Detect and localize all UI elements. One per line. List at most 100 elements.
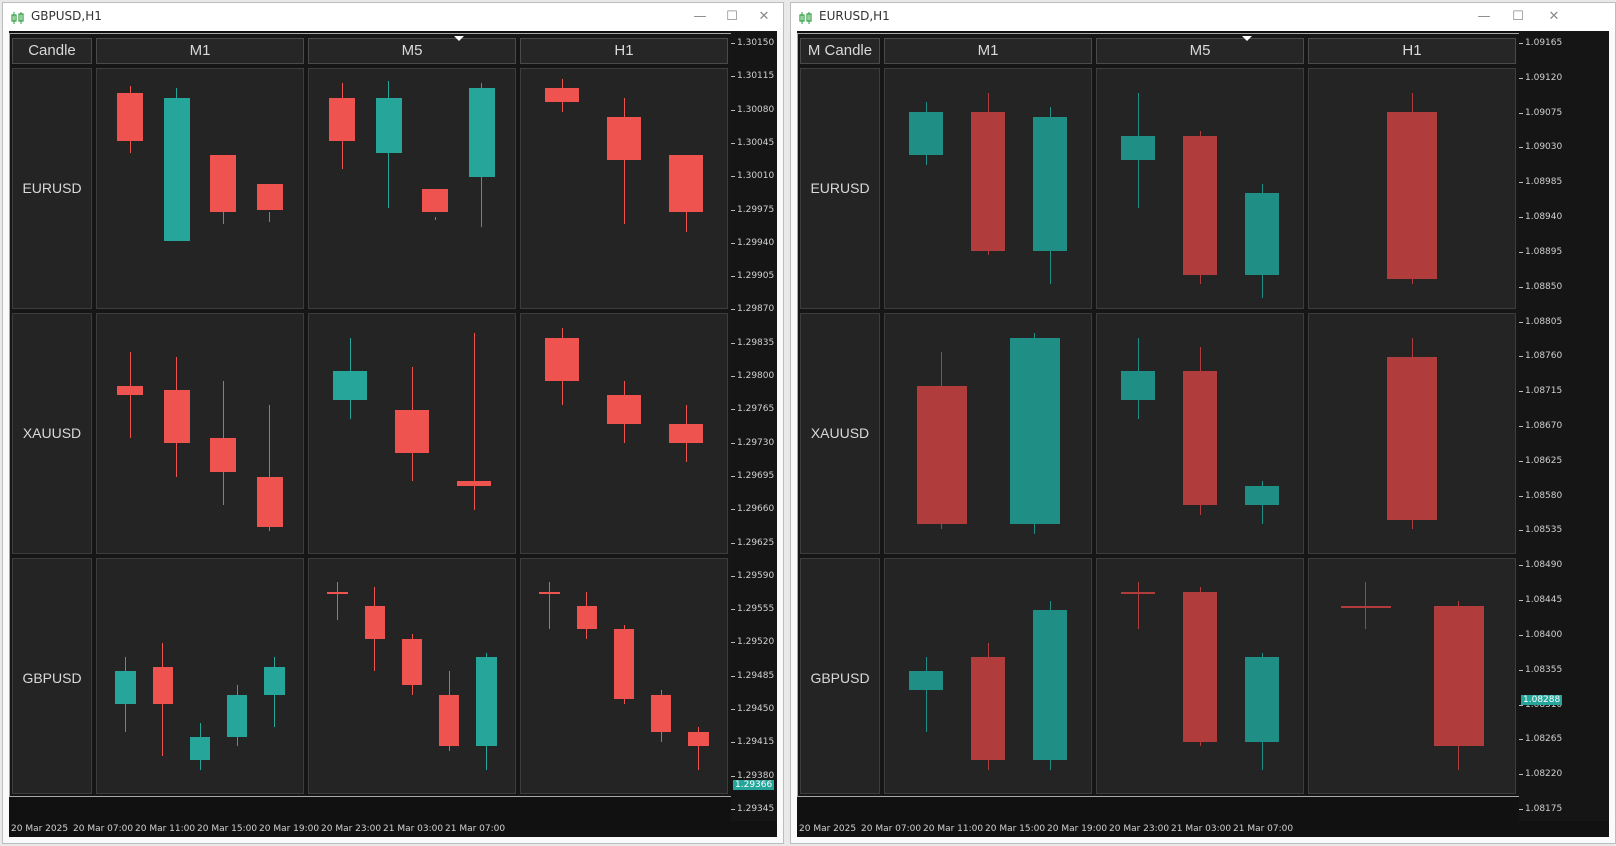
candle-body: [1244, 486, 1280, 506]
candle-wick: [925, 657, 927, 733]
price-tick: [1519, 669, 1523, 671]
grid-cell[interactable]: [1308, 68, 1516, 309]
maximize-icon[interactable]: ☐: [1512, 9, 1524, 24]
candle-body: [364, 605, 386, 639]
grid-cell[interactable]: [520, 68, 728, 309]
price-tick: [731, 675, 735, 677]
price-label: 1.09120: [1525, 72, 1563, 83]
candle-body: [668, 423, 704, 444]
price-label: 1.08625: [1525, 455, 1563, 466]
price-tick: [731, 109, 735, 111]
candle-body: [688, 732, 709, 747]
close-icon[interactable]: ✕: [758, 9, 770, 24]
grid-cell[interactable]: [884, 68, 1092, 309]
candle-body: [115, 671, 136, 705]
price-label: 1.29765: [737, 404, 775, 415]
column-header-h1: H1: [1308, 38, 1516, 64]
candle-body: [210, 155, 237, 213]
price-tick: [1519, 321, 1523, 323]
candle-body: [264, 666, 285, 695]
maximize-icon[interactable]: ☐: [726, 9, 738, 24]
price-label: 1.29520: [737, 637, 775, 648]
price-tick: [1519, 182, 1523, 184]
price-label: 1.08940: [1525, 212, 1563, 223]
current-price-tag: 1.08288: [1521, 695, 1563, 705]
price-label: 1.08400: [1525, 629, 1563, 640]
plot-area[interactable]: M Candle M1 M5 H1 EURUSD XAUUSD GBPUSD: [797, 33, 1521, 797]
grid-cell[interactable]: [520, 558, 728, 794]
grid-cell[interactable]: [520, 313, 728, 554]
grid-cell[interactable]: [1308, 558, 1516, 794]
price-tick: [731, 376, 735, 378]
price-tick: [731, 43, 735, 44]
candle-wick: [337, 582, 339, 620]
grid-cell[interactable]: [308, 313, 516, 554]
row-label-gbpusd: GBPUSD: [22, 670, 82, 686]
window-titlebar[interactable]: EURUSD,H1 — ☐ ✕: [791, 3, 1615, 31]
time-axis[interactable]: 20 Mar 2025 20 Mar 07:00 20 Mar 11:00 20 Ma…: [797, 821, 1519, 837]
price-tick: [1519, 147, 1523, 149]
scroll-marker-icon: [1242, 36, 1252, 41]
candle-body: [1387, 112, 1437, 280]
grid-cell[interactable]: [308, 558, 516, 794]
time-label: 20 Mar 19:00: [259, 824, 320, 834]
grid-cell[interactable]: [96, 313, 304, 554]
candle-body: [1032, 610, 1068, 761]
grid-cell[interactable]: [1096, 558, 1304, 794]
candle-body: [329, 97, 356, 141]
price-label: 1.08445: [1525, 595, 1563, 606]
grid-cell[interactable]: [884, 558, 1092, 794]
minimize-icon[interactable]: —: [1477, 9, 1491, 24]
candle-body: [1244, 657, 1280, 742]
chart-window-eurusd[interactable]: EURUSD,H1 — ☐ ✕ M Candle M1 M5 H1 EURUSD…: [790, 2, 1616, 844]
time-label: 20 Mar 07:00: [861, 824, 922, 834]
price-label: 1.29975: [737, 204, 775, 215]
grid-cell[interactable]: [1096, 313, 1304, 554]
price-label: 1.30080: [737, 104, 775, 115]
time-label: 20 Mar 2025: [11, 824, 69, 834]
time-label: 20 Mar 2025: [799, 824, 857, 834]
row-label-cell: [800, 313, 880, 554]
price-tick: [731, 642, 735, 644]
grid-cell[interactable]: [884, 313, 1092, 554]
candle-body: [117, 92, 144, 141]
grid-cell[interactable]: [1308, 313, 1516, 554]
time-label: 20 Mar 23:00: [1109, 824, 1170, 834]
row-label-cell: [12, 68, 92, 309]
row-label-cell: [12, 313, 92, 554]
price-tick: [731, 209, 735, 211]
chart-area[interactable]: M Candle M1 M5 H1 EURUSD XAUUSD GBPUSD 1…: [797, 31, 1609, 837]
price-tick: [1519, 356, 1523, 358]
row-label-xauusd: XAUUSD: [810, 425, 870, 441]
minimize-icon[interactable]: —: [693, 9, 707, 24]
price-tick: [1519, 495, 1523, 497]
grid-cell[interactable]: [96, 68, 304, 309]
price-tick: [1519, 286, 1523, 288]
price-scale[interactable]: 1.09165 1.09120 1.09075 1.09030 1.08985 1.089…: [1519, 31, 1609, 821]
time-label: 21 Mar 07:00: [1233, 824, 1294, 834]
price-scale[interactable]: 1.30150 1.30115 1.30080 1.30045 1.30010 1.299…: [731, 31, 777, 821]
candle-body: [1387, 357, 1437, 520]
window-titlebar[interactable]: GBPUSD,H1 — ☐ ✕: [3, 3, 783, 31]
price-label: 1.29800: [737, 371, 775, 382]
grid-cell[interactable]: [96, 558, 304, 794]
price-tick: [1519, 217, 1523, 219]
grid-cell[interactable]: [308, 68, 516, 309]
grid-cell[interactable]: [1096, 68, 1304, 309]
time-label: 20 Mar 15:00: [985, 824, 1046, 834]
price-tick: [731, 76, 735, 78]
row-label-xauusd: XAUUSD: [22, 425, 82, 441]
close-icon[interactable]: ✕: [1548, 9, 1560, 24]
price-tick: [731, 809, 735, 810]
plot-area[interactable]: Candle M1 M5 H1 EURUSD XAUUSD GBPUSD: [9, 33, 733, 797]
candle-body: [668, 155, 704, 213]
chart-window-gbpusd[interactable]: GBPUSD,H1 — ☐ ✕ Candle M1 M5 H1 EURUSD X…: [2, 2, 784, 844]
column-header-m1: M1: [96, 38, 304, 64]
price-label: 1.29835: [737, 337, 775, 348]
price-tick: [731, 242, 735, 244]
candle-body: [1120, 135, 1156, 160]
chart-area[interactable]: Candle M1 M5 H1 EURUSD XAUUSD GBPUSD 1.3…: [9, 31, 777, 837]
time-axis[interactable]: 20 Mar 2025 20 Mar 07:00 20 Mar 11:00 20 Ma…: [9, 821, 731, 837]
price-label: 1.08850: [1525, 281, 1563, 292]
candle-wick: [434, 217, 436, 220]
